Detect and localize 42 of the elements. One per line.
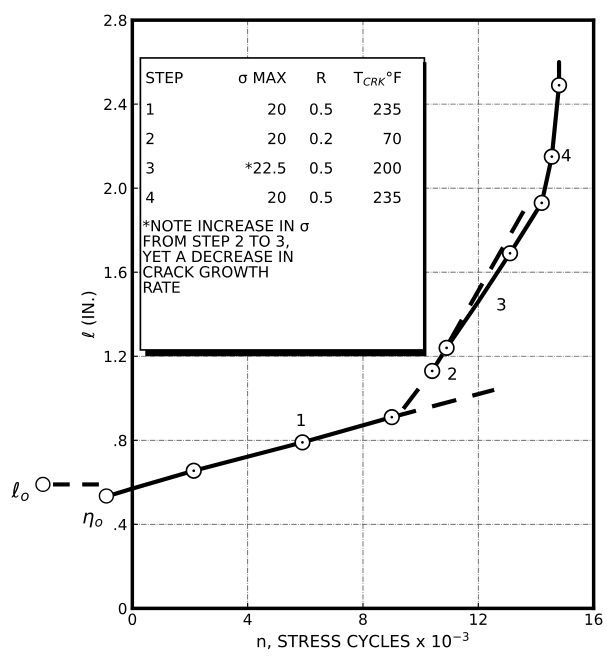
- annotation: 0.5: [310, 192, 332, 204]
- x-tick-label: 12: [470, 613, 487, 625]
- y-tick-label: .4: [114, 518, 127, 530]
- annotation: 3: [146, 162, 154, 174]
- y-tick-label: 1.2: [104, 350, 126, 362]
- annotation: 20: [268, 192, 286, 204]
- text: ℓ$_{o}$: [11, 482, 29, 501]
- annotation: 3: [497, 298, 506, 311]
- y-tick-label: 1.6: [104, 266, 127, 278]
- annotation: 20: [268, 132, 286, 144]
- x-axis-title: n, STRESS CYCLES x 10$^{−3}$: [258, 632, 468, 650]
- annotation: 1: [146, 104, 154, 115]
- annotation: R: [317, 72, 326, 84]
- annotation: 235: [374, 192, 401, 204]
- x-tick-label: 8: [359, 613, 367, 626]
- annotation: T$_{CRK}$°F: [354, 72, 401, 86]
- annotation: STEP: [146, 72, 183, 84]
- y-tick-label: 2.8: [104, 14, 126, 26]
- annotation: 235: [374, 103, 401, 115]
- annotation: 2: [146, 132, 154, 144]
- x-tick-label: 4: [244, 614, 252, 625]
- y-tick-label: 0: [118, 602, 126, 614]
- annotation: 70: [384, 132, 401, 144]
- annotation: 200: [374, 162, 401, 174]
- x-tick-label: 0: [128, 613, 136, 626]
- text: η$_{o}$: [83, 512, 102, 528]
- y-tick-label: 2.4: [104, 98, 127, 110]
- annotation: 2: [448, 367, 456, 380]
- annotation: 0.5: [310, 162, 332, 174]
- annotation: 0.2: [310, 132, 332, 144]
- annotation: 0.5: [310, 103, 332, 115]
- y-tick-label: 2.0: [104, 182, 126, 194]
- y-axis-title: ℓ (IN.): [82, 292, 96, 338]
- annotation: *NOTE INCREASE IN σ FROM STEP 2 TO 3, YET A DECREASE IN CRACK GROWTH RATE: [142, 220, 309, 293]
- annotation: *22.5: [245, 162, 286, 174]
- annotation: 4: [146, 192, 154, 203]
- annotation: 20: [268, 103, 286, 115]
- y-tick-label: .8: [114, 434, 126, 446]
- x-tick-label: 16: [586, 613, 602, 626]
- annotation: σ MAX: [238, 72, 286, 84]
- annotation: 4: [562, 149, 571, 162]
- annotation: 1: [298, 414, 305, 426]
